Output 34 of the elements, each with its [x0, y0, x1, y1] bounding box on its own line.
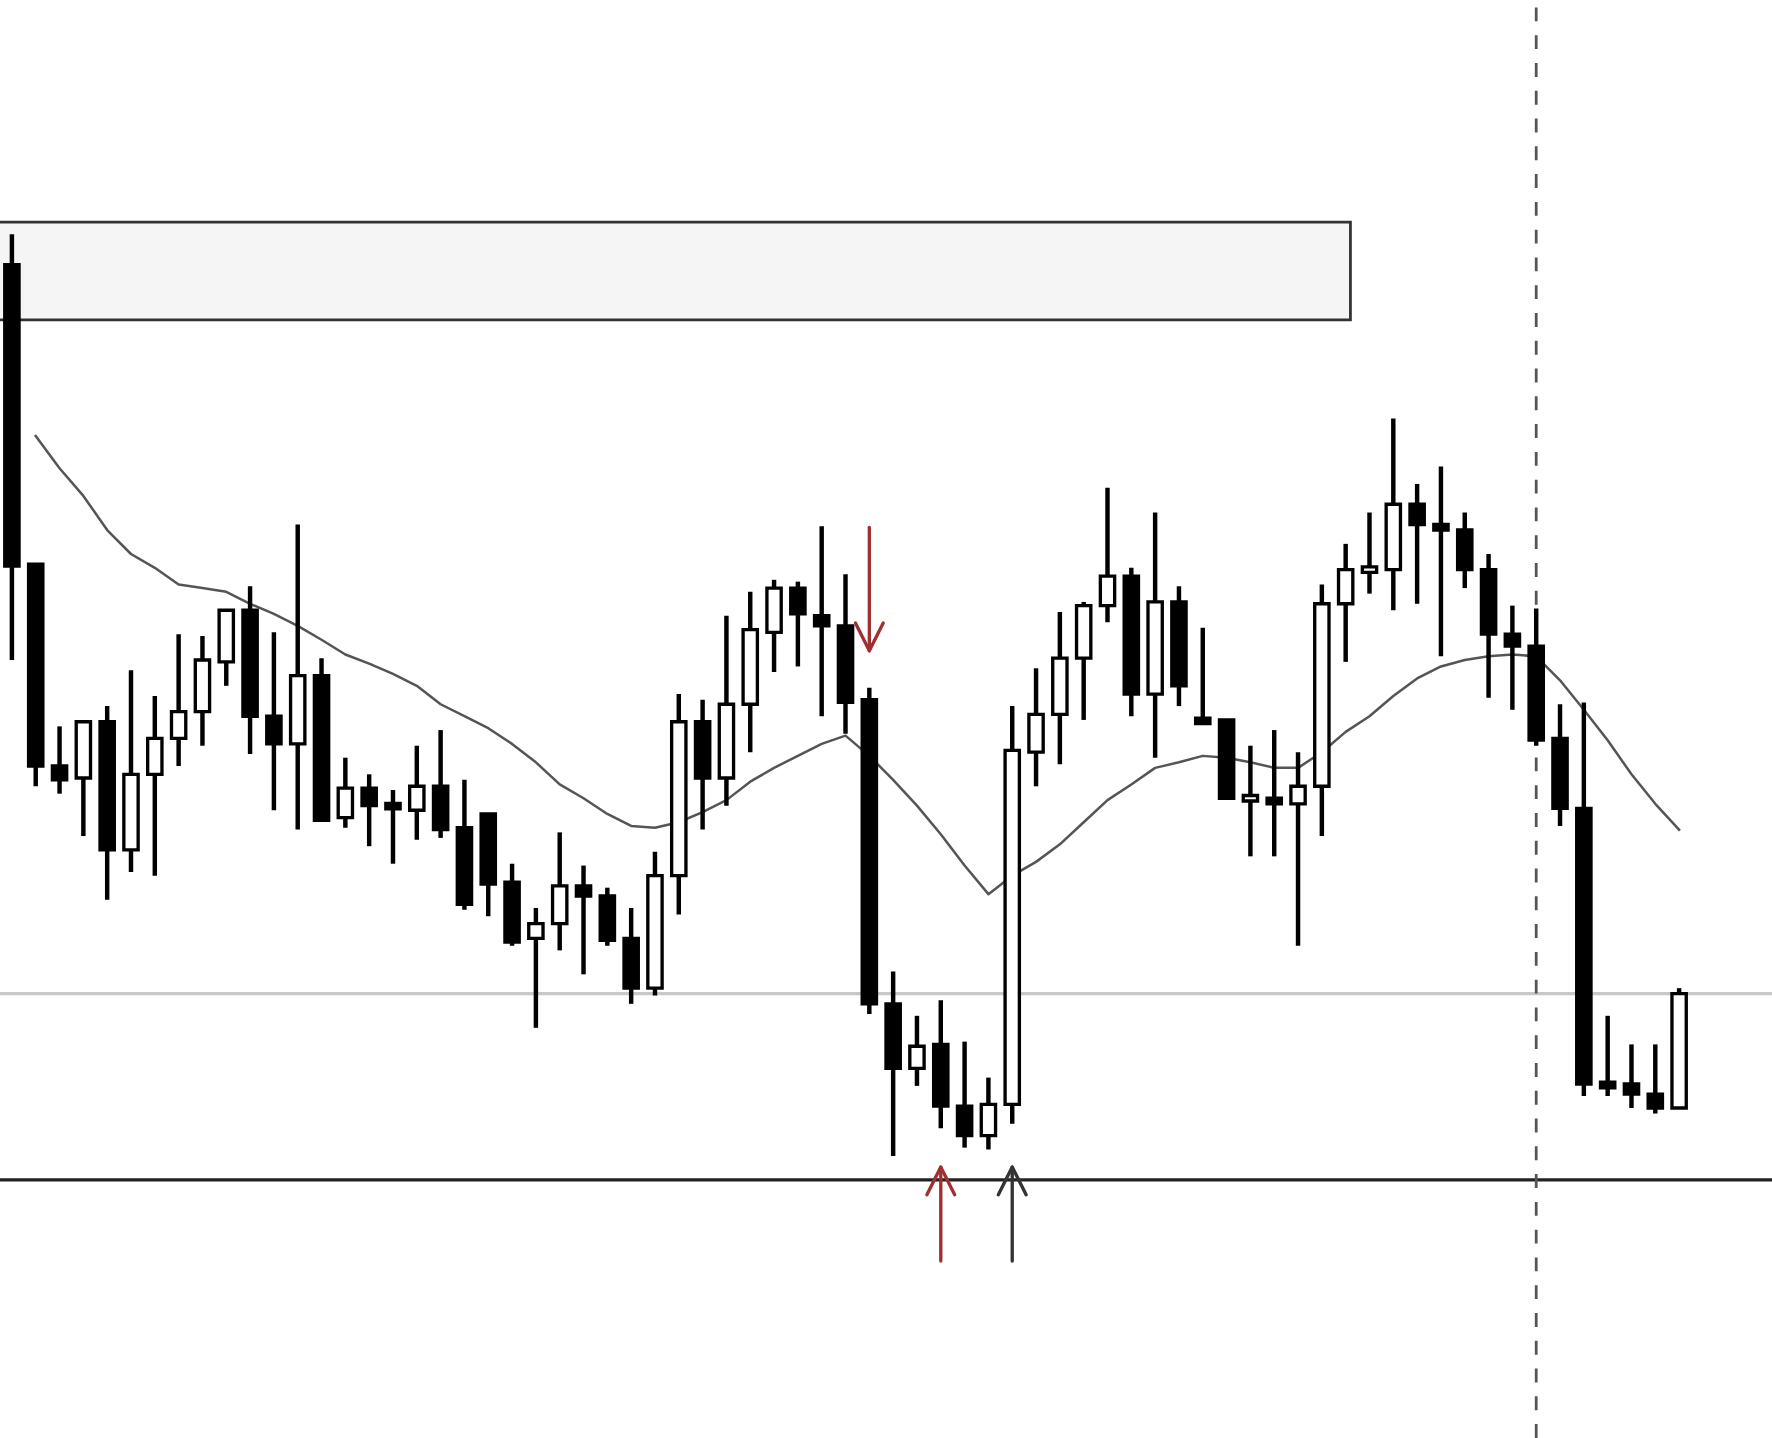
candlestick [169, 631, 188, 769]
candlestick [431, 727, 450, 841]
candlestick [527, 905, 545, 1031]
candlestick [146, 693, 164, 878]
candlestick [1455, 510, 1474, 591]
candlestick [360, 772, 378, 849]
candlestick [1027, 666, 1045, 789]
candlestick [1622, 1042, 1641, 1111]
candlestick [574, 863, 593, 977]
candlestick [812, 524, 831, 719]
candlestick [1646, 1042, 1665, 1116]
candlestick [1598, 1013, 1617, 1099]
candlestick [1265, 727, 1284, 859]
candlestick [50, 724, 69, 796]
candlestick [550, 830, 569, 953]
candlestick [1193, 625, 1212, 726]
candlestick [789, 579, 807, 669]
candlestick [908, 1013, 926, 1089]
candlestick [1432, 464, 1450, 659]
candlestick [1503, 603, 1522, 712]
candlestick [1241, 743, 1260, 859]
candlestick [955, 1039, 974, 1150]
candlestick [265, 630, 283, 813]
candlestick [1360, 510, 1379, 596]
candlestick [598, 885, 617, 948]
candlestick [765, 577, 783, 675]
candlestick [1289, 749, 1307, 948]
candlestick [1408, 481, 1426, 606]
candlestick [336, 755, 355, 830]
candlestick [979, 1075, 998, 1152]
candlestick [1336, 541, 1355, 665]
candlestick [384, 787, 402, 866]
candlestick [407, 743, 426, 842]
candlestick [1098, 485, 1117, 625]
